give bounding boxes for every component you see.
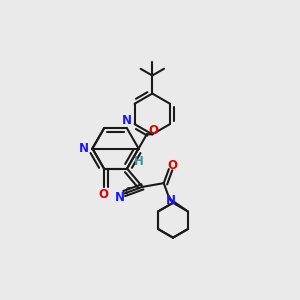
Text: O: O bbox=[98, 188, 108, 201]
Text: O: O bbox=[167, 159, 178, 172]
Text: N: N bbox=[79, 142, 89, 155]
Text: N: N bbox=[115, 191, 125, 204]
Text: N: N bbox=[166, 194, 176, 207]
Text: H: H bbox=[134, 154, 144, 167]
Text: C: C bbox=[124, 187, 132, 196]
Text: O: O bbox=[148, 124, 158, 137]
Text: N: N bbox=[122, 114, 132, 127]
